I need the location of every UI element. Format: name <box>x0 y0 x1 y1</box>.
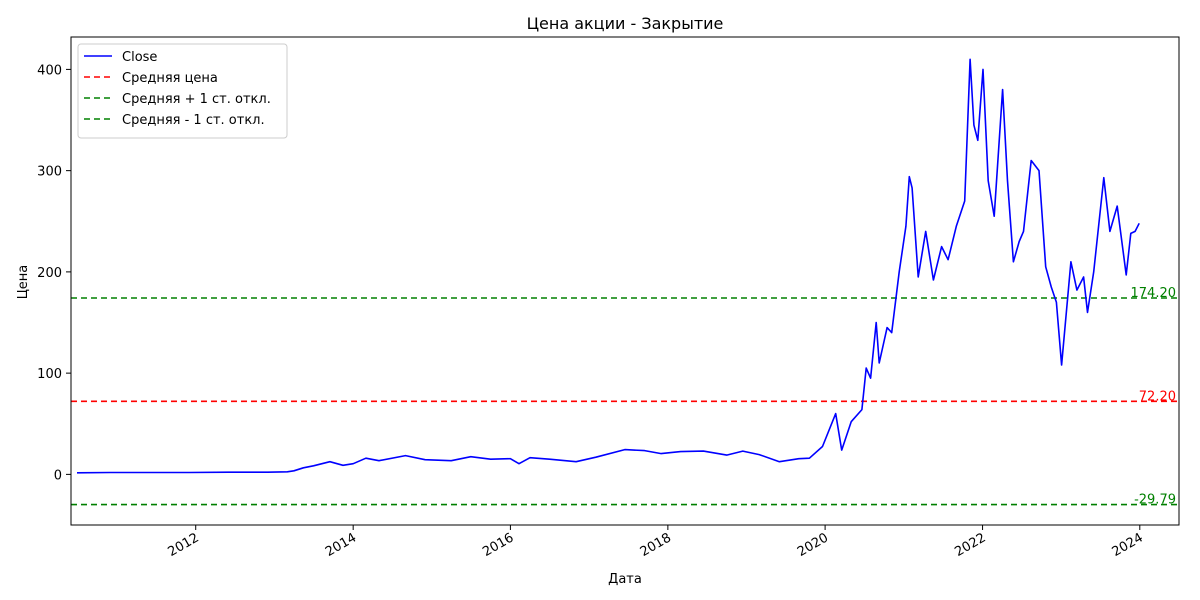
legend-entry-label: Средняя цена <box>122 71 218 86</box>
legend-entry-label: Средняя - 1 ст. откл. <box>122 113 265 128</box>
legend-entry-label: Средняя + 1 ст. откл. <box>122 92 271 107</box>
reference-line-label: 174.20 <box>1131 286 1177 301</box>
chart-title: Цена акции - Закрытие <box>527 14 724 33</box>
series-line-close <box>76 58 1140 474</box>
y-tick-label: 200 <box>37 266 62 281</box>
x-axis-label: Дата <box>608 572 642 587</box>
legend-box <box>77 43 288 139</box>
legend: Close Средняя цена Средняя + 1 ст. откл. Ср… <box>77 43 288 139</box>
reference-lines: 72.20 174.20 -29.79 <box>71 286 1179 508</box>
y-tick-label: 100 <box>37 367 62 382</box>
y-tick-label: 300 <box>37 165 62 180</box>
y-axis: 0 100 200 300 400 <box>37 63 71 483</box>
series-layer <box>76 58 1140 474</box>
plot-frame <box>70 36 1180 526</box>
y-tick-label: 0 <box>54 468 62 483</box>
y-tick-label: 400 <box>37 63 62 78</box>
legend-entry-label: Close <box>122 50 157 65</box>
reference-line-label: 72.20 <box>1139 389 1176 404</box>
reference-line-label: -29.79 <box>1134 493 1176 508</box>
y-axis-label: Цена <box>16 265 31 300</box>
